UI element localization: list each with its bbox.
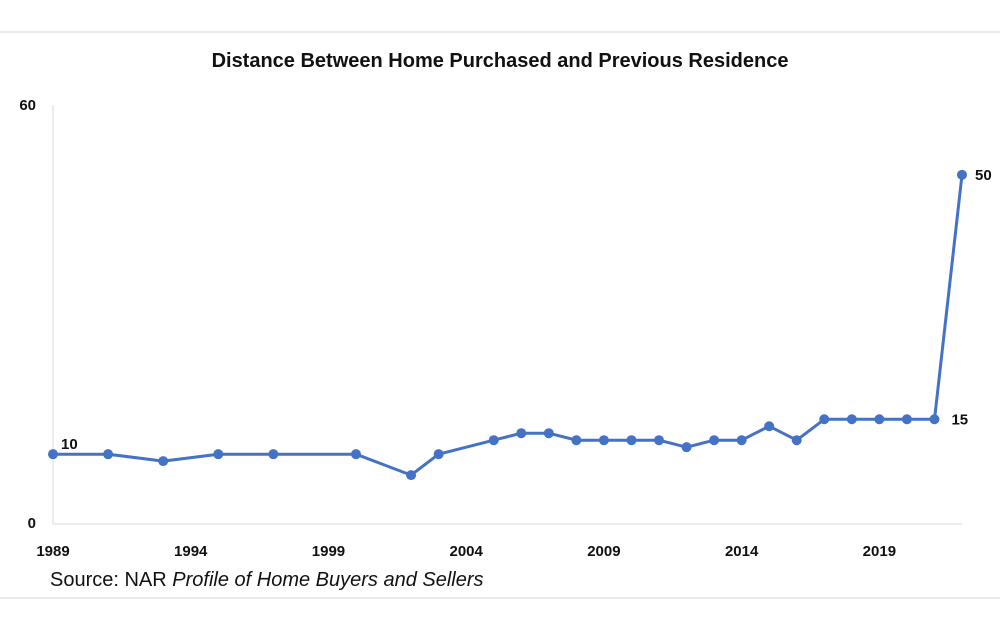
data-point — [488, 435, 499, 446]
data-point — [736, 435, 747, 446]
data-point — [764, 421, 775, 432]
data-point — [103, 449, 114, 460]
data-point — [681, 442, 692, 453]
data-point — [626, 435, 637, 446]
data-point — [158, 456, 169, 467]
data-point — [901, 414, 912, 425]
data-label: 50 — [975, 167, 992, 184]
data-point — [48, 449, 58, 460]
y-tick-max: 60 — [19, 97, 36, 114]
x-tick-label: 2014 — [725, 543, 759, 560]
y-tick-min: 0 — [28, 515, 36, 532]
data-point — [571, 435, 582, 446]
source-title: Profile of Home Buyers and Sellers — [172, 569, 484, 591]
data-point — [516, 428, 527, 439]
data-point — [709, 435, 720, 446]
data-point — [846, 414, 857, 425]
data-point — [213, 449, 224, 460]
series-line-group — [48, 169, 967, 481]
x-tick-label: 1989 — [36, 543, 69, 560]
x-tick-label: 2009 — [587, 543, 620, 560]
x-tick-label: 2019 — [863, 543, 896, 560]
data-point — [929, 414, 940, 425]
data-point — [406, 470, 417, 481]
x-tick-label: 1999 — [312, 543, 345, 560]
source-prefix: Source: NAR — [50, 569, 173, 591]
chart-title: Distance Between Home Purchased and Prev… — [211, 50, 789, 72]
data-point — [957, 169, 967, 180]
data-label: 10 — [61, 436, 78, 453]
x-tick-label: 2004 — [449, 543, 483, 560]
source-note: Source: NAR Profile of Home Buyers and S… — [50, 569, 484, 592]
data-point — [433, 449, 444, 460]
data-point — [791, 435, 802, 446]
x-tick-label: 1994 — [174, 543, 208, 560]
data-labels: 10 15 50 — [61, 167, 992, 453]
data-point — [351, 449, 361, 460]
data-point — [874, 414, 885, 425]
data-point — [268, 449, 279, 460]
data-point — [598, 435, 609, 446]
series-line — [53, 174, 964, 477]
data-point — [819, 414, 830, 425]
bottom-divider — [0, 597, 1000, 599]
x-axis-ticks: 1989 1994 1999 2004 2009 2014 2019 — [36, 543, 896, 560]
data-point — [543, 428, 554, 439]
top-divider — [0, 31, 1000, 33]
data-label: 15 — [951, 411, 968, 428]
data-point — [654, 435, 664, 446]
